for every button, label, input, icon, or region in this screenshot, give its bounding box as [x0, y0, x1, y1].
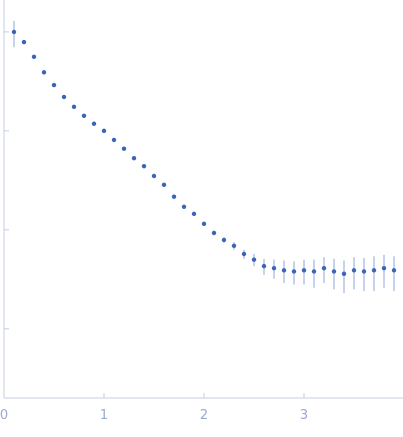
data-point	[391, 268, 397, 273]
data-point	[291, 269, 297, 274]
data-point	[221, 237, 227, 243]
data-point	[201, 221, 207, 227]
data-point	[321, 265, 327, 271]
data-point	[31, 54, 37, 60]
data-point	[51, 82, 57, 88]
x-tick-label: 1	[100, 408, 108, 423]
data-point	[131, 155, 137, 161]
data-point	[351, 268, 357, 273]
data-point	[11, 29, 17, 35]
data-point	[41, 70, 47, 75]
x-tick-label: 2	[200, 408, 208, 423]
data-point	[251, 257, 257, 262]
data-point	[61, 94, 67, 100]
data-point	[311, 269, 317, 274]
data-point	[371, 268, 377, 273]
data-point	[71, 104, 77, 110]
data-point	[21, 39, 27, 45]
data-point	[381, 265, 387, 271]
data-point	[231, 243, 237, 248]
data-point	[121, 146, 127, 151]
data-point	[241, 251, 247, 257]
data-point	[191, 211, 197, 217]
data-point	[151, 173, 157, 179]
data-point	[301, 268, 307, 273]
data-point	[81, 113, 87, 118]
x-tick-label: 0	[0, 408, 8, 423]
data-point	[261, 263, 267, 269]
data-point	[111, 137, 117, 143]
data-point	[181, 204, 187, 209]
data-point	[161, 182, 167, 188]
data-point	[361, 269, 367, 274]
data-point	[331, 269, 337, 274]
data-point	[141, 163, 147, 169]
data-point	[281, 268, 287, 273]
x-tick-label: 3	[300, 408, 308, 423]
data-point	[271, 265, 277, 271]
data-point	[101, 128, 107, 134]
data-point	[91, 121, 97, 126]
data-point	[171, 194, 177, 199]
data-point	[341, 271, 347, 276]
data-point	[211, 230, 217, 236]
